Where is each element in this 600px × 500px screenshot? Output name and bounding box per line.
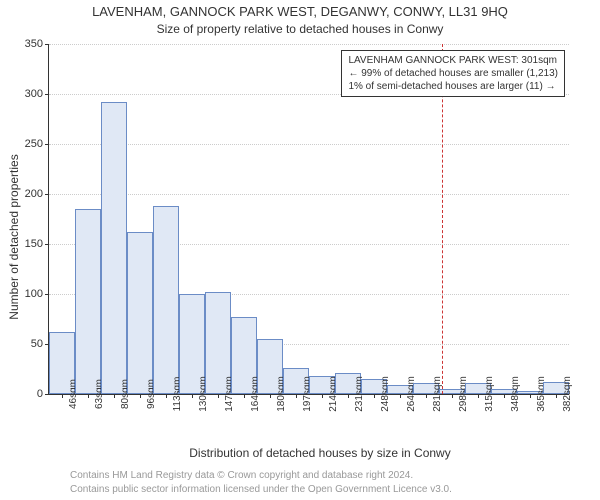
y-tick-label: 0 [37,388,49,400]
x-tick-mark [218,394,219,398]
x-tick-mark [140,394,141,398]
y-tick-label: 200 [25,188,49,200]
attribution-line: Contains public sector information licen… [70,483,570,497]
plot-area: 05010015020025030035046sqm63sqm80sqm96sq… [48,44,569,395]
x-tick-mark [88,394,89,398]
attribution-text: Contains HM Land Registry data © Crown c… [70,469,570,496]
y-tick-label: 350 [25,38,49,50]
attribution-line: Contains HM Land Registry data © Crown c… [70,469,570,483]
x-tick-label: 264sqm [404,376,417,412]
gridline [49,44,569,45]
x-tick-mark [426,394,427,398]
annotation-line: 1% of semi-detached houses are larger (1… [348,80,558,93]
x-tick-mark [400,394,401,398]
annotation-line: LAVENHAM GANNOCK PARK WEST: 301sqm [348,54,558,67]
annotation-line: ← 99% of detached houses are smaller (1,… [348,67,558,80]
x-tick-mark [244,394,245,398]
x-tick-mark [166,394,167,398]
x-tick-mark [296,394,297,398]
chart-title: LAVENHAM, GANNOCK PARK WEST, DEGANWY, CO… [0,4,600,19]
gridline [49,194,569,195]
x-tick-mark [348,394,349,398]
histogram-bar [127,232,152,394]
x-tick-label: 382sqm [560,376,573,412]
histogram-bar [101,102,126,394]
x-tick-label: 348sqm [508,376,521,412]
x-tick-mark [556,394,557,398]
y-tick-label: 150 [25,238,49,250]
x-tick-label: 315sqm [482,376,495,412]
histogram-bar [153,206,178,394]
x-tick-mark [452,394,453,398]
x-tick-mark [530,394,531,398]
annotation-box: LAVENHAM GANNOCK PARK WEST: 301sqm← 99% … [341,50,565,97]
x-tick-mark [322,394,323,398]
y-tick-label: 100 [25,288,49,300]
y-tick-label: 300 [25,88,49,100]
histogram-bar [75,209,100,394]
y-tick-label: 250 [25,138,49,150]
x-tick-mark [192,394,193,398]
gridline [49,144,569,145]
x-tick-label: 248sqm [378,376,391,412]
chart-subtitle: Size of property relative to detached ho… [0,22,600,36]
x-tick-mark [62,394,63,398]
x-tick-label: 298sqm [456,376,469,412]
x-tick-mark [504,394,505,398]
x-tick-mark [114,394,115,398]
x-tick-mark [270,394,271,398]
x-tick-mark [478,394,479,398]
property-size-chart: LAVENHAM, GANNOCK PARK WEST, DEGANWY, CO… [0,0,600,500]
y-axis-label: Number of detached properties [7,137,21,337]
y-tick-label: 50 [31,338,49,350]
x-tick-mark [374,394,375,398]
x-axis-label: Distribution of detached houses by size … [70,446,570,460]
